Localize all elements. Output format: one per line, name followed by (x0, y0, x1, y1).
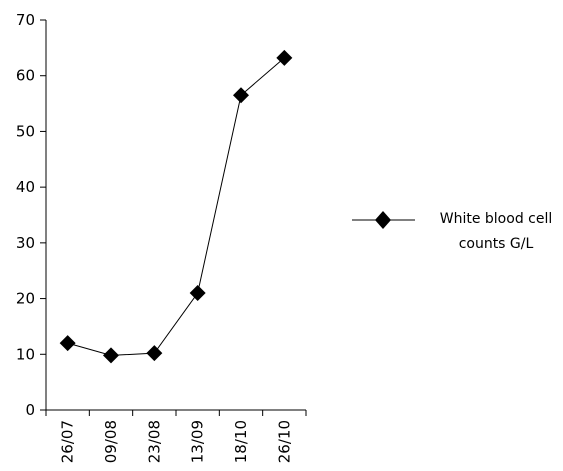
y-tick-label: 70 (16, 11, 35, 29)
series-line (67, 57, 285, 356)
y-tick-label: 30 (16, 234, 35, 252)
y-tick-label: 50 (16, 122, 35, 140)
legend-label-line-1: White blood cell (440, 211, 553, 227)
y-tick-label: 20 (16, 290, 35, 308)
x-axis-tick-labels: 26/07 09/08 23/08 13/09 18/10 26/10 (59, 420, 294, 463)
legend-label-line-2: counts G/L (459, 236, 534, 252)
x-tick-label: 23/08 (145, 420, 163, 463)
y-tick-label: 40 (16, 178, 35, 196)
data-point-marker (59, 335, 76, 352)
x-tick-label: 18/10 (232, 420, 250, 463)
data-point-marker (276, 49, 293, 66)
axes (40, 19, 307, 416)
y-tick-label: 0 (25, 401, 35, 419)
x-tick-label: 13/09 (189, 420, 207, 463)
x-tick-label: 09/08 (102, 420, 120, 463)
legend-marker (375, 211, 391, 229)
series-group (59, 49, 293, 364)
data-point-marker (103, 347, 119, 364)
y-axis-tick-labels: 0 10 20 30 40 50 60 70 (16, 11, 35, 419)
y-tick-label: 10 (16, 345, 35, 363)
data-point-marker (146, 345, 163, 362)
x-tick-label: 26/10 (275, 420, 293, 463)
y-tick-label: 60 (16, 67, 35, 85)
legend: White blood cell counts G/L (352, 211, 552, 252)
data-point-marker (233, 87, 249, 104)
data-point-marker (189, 285, 206, 301)
x-tick-label: 26/07 (59, 420, 77, 463)
